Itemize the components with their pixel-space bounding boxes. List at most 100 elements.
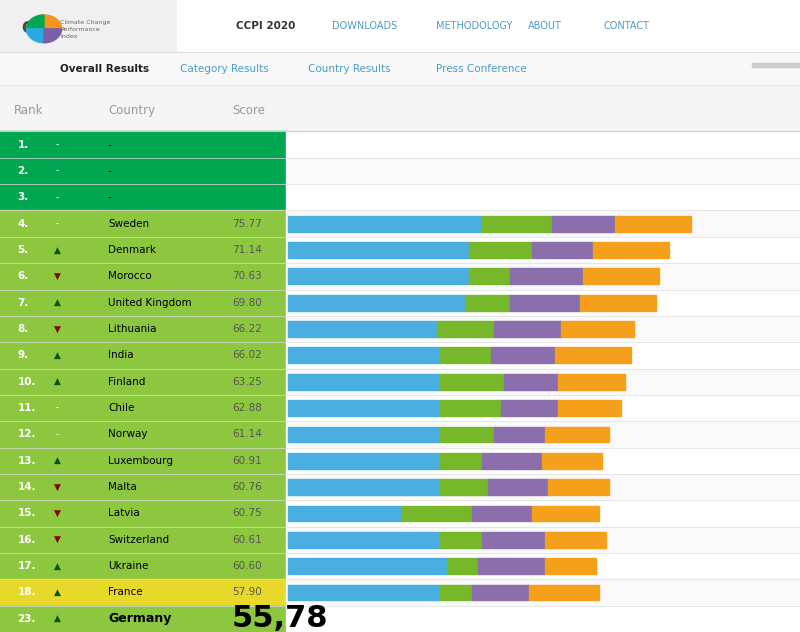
Bar [288,374,440,390]
Text: 75.77: 75.77 [232,219,262,229]
Bar [0,263,286,289]
Text: Country Results: Country Results [308,64,390,74]
Bar [402,506,472,521]
Text: ▲: ▲ [54,245,61,255]
Bar [0,501,286,526]
Text: ▼: ▼ [54,272,61,281]
Text: -: - [56,430,59,439]
Bar [288,453,440,469]
Text: -: - [56,219,59,228]
Bar [0,316,286,342]
Bar [0,289,286,316]
Bar [286,501,800,526]
Bar [482,532,545,548]
Bar [288,216,482,231]
Text: Denmark: Denmark [108,245,156,255]
Text: Lithuania: Lithuania [108,324,157,334]
Text: 16.: 16. [18,535,36,545]
Text: 3.: 3. [18,192,29,202]
Polygon shape [44,15,62,29]
Bar [558,400,622,416]
Bar [286,289,800,316]
Bar [542,453,602,469]
Bar [0,0,800,52]
Polygon shape [26,15,44,29]
Bar [466,295,510,310]
Text: ▼: ▼ [54,535,61,544]
Bar [469,242,533,258]
Text: Malta: Malta [108,482,137,492]
Text: Sweden: Sweden [108,219,149,229]
Text: 14.: 14. [18,482,36,492]
Text: India: India [108,350,134,360]
Bar [438,321,494,337]
Bar [446,558,478,574]
Bar [288,427,440,442]
Text: ▼: ▼ [54,509,61,518]
Bar [0,395,286,422]
Text: 6.: 6. [18,271,29,281]
Text: 12.: 12. [18,429,36,439]
Bar [0,237,286,263]
Text: ▲: ▲ [54,456,61,465]
Bar [286,342,800,368]
Text: DOWNLOADS: DOWNLOADS [332,21,398,31]
Bar [545,427,609,442]
Text: Score: Score [232,104,265,118]
Bar [580,295,656,310]
Polygon shape [44,29,62,43]
Text: -: - [108,166,112,176]
Text: Category Results: Category Results [180,64,269,74]
Text: 60.76: 60.76 [232,482,262,492]
Text: 55,78: 55,78 [232,604,329,632]
Text: ▲: ▲ [54,377,61,386]
Text: ▲: ▲ [54,614,61,623]
Bar [482,453,542,469]
Text: Finland: Finland [108,377,146,387]
Bar [286,447,800,474]
Text: 10.: 10. [18,377,36,387]
Text: METHODOLOGY: METHODOLOGY [436,21,512,31]
Bar [0,342,286,368]
Text: ABOUT: ABOUT [528,21,562,31]
Bar [0,52,800,85]
Bar [440,585,472,600]
Text: 4.: 4. [18,219,29,229]
Bar [286,184,800,210]
Text: Ukraine: Ukraine [108,561,148,571]
Bar [469,269,510,284]
Text: 61.14: 61.14 [232,429,262,439]
Bar [488,479,548,495]
Text: 7.: 7. [18,298,29,308]
Bar [286,422,800,447]
Bar [530,585,599,600]
Text: France: France [108,588,142,597]
Text: 57.90: 57.90 [232,588,262,597]
Bar [561,321,634,337]
Text: 17.: 17. [18,561,36,571]
Bar [545,558,596,574]
Text: ▲: ▲ [54,351,61,360]
Text: 13.: 13. [18,456,36,466]
Bar [0,184,286,210]
Text: Press Conference: Press Conference [436,64,526,74]
Bar [472,506,533,521]
Text: -: - [56,166,59,176]
Text: 63.25: 63.25 [232,377,262,387]
Bar [752,63,800,67]
Bar [0,210,286,237]
Bar [286,605,800,632]
Bar [288,506,402,521]
Bar [440,427,494,442]
Text: -: - [232,140,236,150]
Bar [504,374,558,390]
Bar [472,585,530,600]
Bar [0,447,286,474]
Text: 2.: 2. [18,166,29,176]
Bar [533,506,599,521]
Polygon shape [26,29,44,43]
Text: 62.88: 62.88 [232,403,262,413]
Bar [286,210,800,237]
Bar [286,368,800,395]
Bar [491,348,554,363]
